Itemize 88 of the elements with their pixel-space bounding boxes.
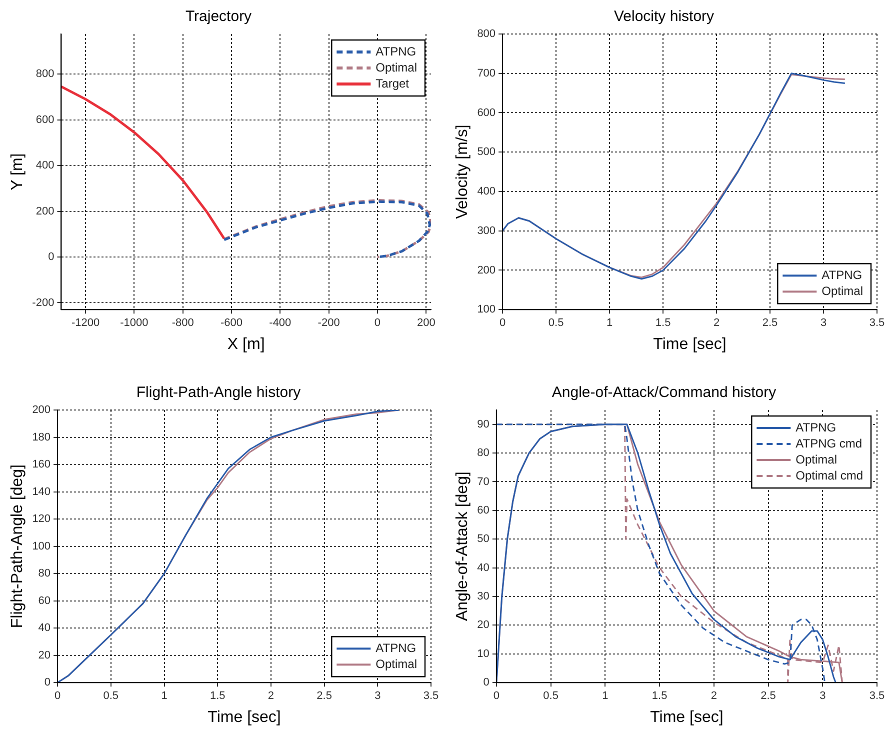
y-tick-label: 70 bbox=[477, 476, 490, 488]
y-axis-title: Y [m] bbox=[9, 153, 26, 190]
x-axis-title: Time [sec] bbox=[208, 708, 281, 726]
y-tick-label: -200 bbox=[32, 296, 54, 309]
x-tick-label: 3 bbox=[820, 317, 827, 330]
x-tick-label: -200 bbox=[318, 317, 340, 330]
y-tick-label: 200 bbox=[32, 404, 51, 416]
y-tick-label: 0 bbox=[44, 676, 51, 689]
x-tick-label: 3.5 bbox=[423, 690, 439, 702]
x-tick-label: 2.5 bbox=[760, 690, 776, 702]
y-axis-title: Angle-of-Attack [deg] bbox=[454, 472, 472, 622]
x-tick-label: 200 bbox=[416, 317, 436, 330]
x-tick-label: 0.5 bbox=[543, 690, 558, 702]
legend-label: Optimal bbox=[376, 60, 417, 74]
x-tick-label: -400 bbox=[269, 317, 292, 330]
x-tick-label: -800 bbox=[172, 317, 194, 330]
x-tick-label: 2 bbox=[710, 690, 717, 702]
y-tick-label: 60 bbox=[38, 594, 51, 607]
x-axis-title: X [m] bbox=[227, 336, 265, 353]
x-tick-label: 1 bbox=[602, 690, 608, 702]
y-tick-label: 600 bbox=[36, 114, 54, 126]
legend-label: Optimal bbox=[796, 452, 837, 466]
chart-title: Trajectory bbox=[185, 8, 252, 26]
x-tick-label: 3.5 bbox=[869, 690, 885, 702]
legend-label: ATPNG bbox=[376, 640, 416, 655]
chart-title: Flight-Path-Angle history bbox=[136, 384, 302, 402]
y-tick-label: 600 bbox=[477, 106, 496, 119]
y-tick-label: 90 bbox=[477, 418, 490, 430]
legend-label: ATPNG cmd bbox=[796, 436, 862, 450]
x-tick-label: 1.5 bbox=[210, 690, 226, 702]
legend-label: ATPNG bbox=[376, 44, 416, 58]
y-tick-label: 400 bbox=[36, 160, 54, 172]
y-tick-label: 0 bbox=[483, 676, 490, 689]
x-tick-label: 0.5 bbox=[548, 317, 564, 330]
y-tick-label: 160 bbox=[32, 458, 51, 471]
x-tick-label: 1 bbox=[606, 317, 613, 330]
y-tick-label: 30 bbox=[477, 590, 490, 603]
x-tick-label: 1.5 bbox=[652, 690, 668, 702]
x-tick-label: 3 bbox=[374, 690, 381, 702]
y-tick-label: 40 bbox=[38, 622, 51, 634]
x-tick-label: 3.5 bbox=[869, 317, 885, 330]
x-tick-label: 1 bbox=[161, 690, 168, 702]
x-tick-label: -1200 bbox=[71, 317, 100, 330]
y-tick-label: 400 bbox=[477, 186, 496, 198]
legend-label: ATPNG bbox=[822, 268, 862, 282]
y-tick-label: 20 bbox=[38, 649, 51, 662]
y-tick-label: 300 bbox=[477, 224, 496, 237]
legend-label: Target bbox=[376, 76, 410, 90]
x-tick-label: 2 bbox=[713, 317, 720, 330]
y-tick-label: 100 bbox=[32, 540, 51, 552]
y-tick-label: 800 bbox=[36, 68, 54, 80]
y-axis-title: Flight-Path-Angle [deg] bbox=[9, 464, 26, 628]
chart-title: Angle-of-Attack/Command history bbox=[552, 384, 777, 402]
y-tick-label: 140 bbox=[32, 486, 51, 498]
y-tick-label: 10 bbox=[477, 648, 490, 660]
x-tick-label: 3 bbox=[820, 690, 826, 702]
y-tick-label: 120 bbox=[32, 513, 51, 526]
x-tick-label: 0.5 bbox=[103, 690, 119, 702]
legend-label: Optimal bbox=[822, 284, 863, 298]
legend-label: ATPNG bbox=[796, 420, 836, 434]
x-axis-title: Time [sec] bbox=[653, 336, 726, 353]
x-tick-label: 0 bbox=[374, 317, 381, 330]
chart-title: Velocity history bbox=[614, 8, 715, 26]
x-tick-label: 2.5 bbox=[762, 317, 778, 330]
x-tick-label: 2.5 bbox=[316, 690, 332, 702]
y-tick-label: 100 bbox=[477, 304, 496, 316]
y-tick-label: 40 bbox=[477, 562, 490, 574]
legend-label: Optimal bbox=[376, 656, 417, 671]
y-tick-label: 0 bbox=[48, 251, 54, 264]
y-tick-label: 20 bbox=[477, 619, 490, 632]
x-tick-label: 0 bbox=[499, 317, 506, 330]
legend-label: Optimal cmd bbox=[796, 468, 864, 482]
x-tick-label: -600 bbox=[220, 317, 243, 330]
y-tick-label: 200 bbox=[36, 205, 54, 218]
y-tick-label: 180 bbox=[32, 431, 51, 444]
x-tick-label: 2 bbox=[268, 690, 274, 702]
y-tick-label: 60 bbox=[477, 504, 490, 516]
y-tick-label: 800 bbox=[477, 28, 496, 40]
y-tick-label: 50 bbox=[477, 533, 490, 546]
x-axis-title: Time [sec] bbox=[650, 708, 724, 726]
y-tick-label: 80 bbox=[477, 447, 490, 460]
x-tick-label: 1.5 bbox=[655, 317, 671, 330]
y-tick-label: 500 bbox=[477, 146, 496, 158]
y-tick-label: 700 bbox=[477, 67, 496, 80]
x-tick-label: -1000 bbox=[120, 317, 148, 330]
y-tick-label: 200 bbox=[477, 264, 496, 276]
y-tick-label: 80 bbox=[38, 568, 51, 580]
y-axis-title: Velocity [m/s] bbox=[454, 124, 472, 219]
